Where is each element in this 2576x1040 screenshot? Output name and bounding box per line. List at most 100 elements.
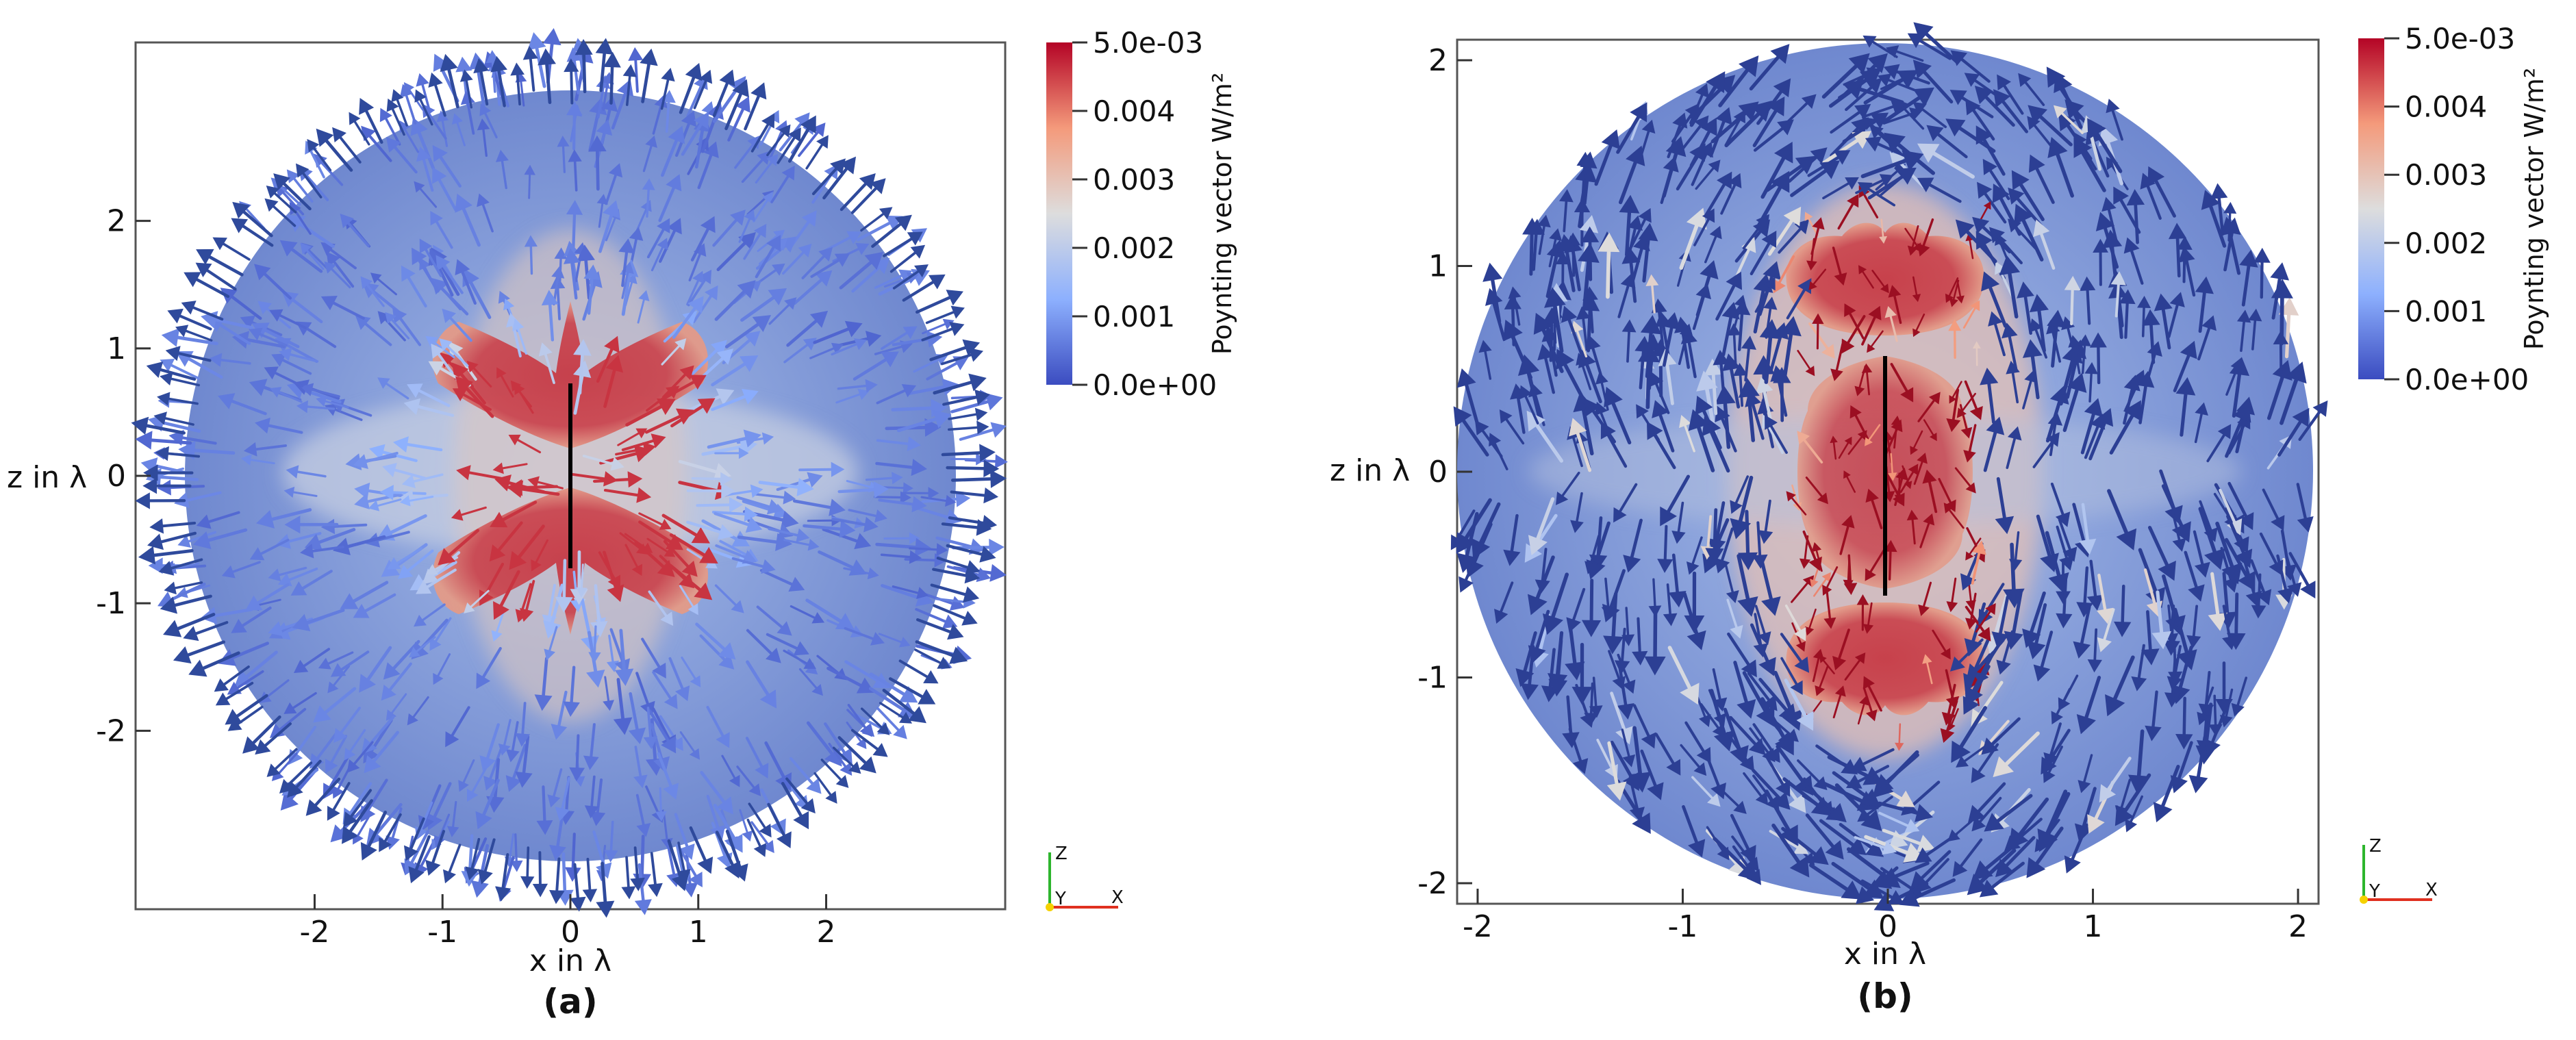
- poynting-arrow-a: [232, 201, 273, 238]
- poynting-arrow-b: [1912, 101, 1947, 129]
- poynting-arrow-a: [538, 48, 556, 104]
- poynting-arrow-a: [638, 512, 672, 530]
- poynting-arrow-b: [1965, 98, 1995, 141]
- poynting-arrow-b: [1765, 415, 1788, 454]
- poynting-arrow-b: [1759, 557, 1781, 616]
- poynting-arrow-a: [781, 782, 809, 830]
- poynting-arrow-b: [1906, 509, 1919, 545]
- poynting-arrow-a: [711, 355, 759, 387]
- poynting-arrow-a: [555, 559, 573, 613]
- poynting-arrow-a: [737, 533, 793, 551]
- poynting-arrow-b: [1904, 227, 1922, 253]
- poynting-arrow-a: [165, 346, 212, 362]
- poynting-arrow-b: [1706, 826, 1730, 861]
- poynting-arrow-a: [598, 551, 621, 589]
- poynting-arrow-a: [460, 90, 475, 135]
- poynting-arrow-a: [922, 318, 955, 335]
- x-tick-label-b: 2: [2288, 909, 2308, 944]
- poynting-arrow-a: [438, 529, 480, 566]
- poynting-arrow-a: [948, 407, 988, 421]
- poynting-arrow-a: [551, 690, 568, 740]
- poynting-arrow-a: [566, 101, 583, 151]
- poynting-arrow-a: [847, 704, 872, 737]
- poynting-arrow-b: [2231, 676, 2248, 717]
- poynting-arrow-a: [430, 210, 453, 249]
- poynting-arrow-a: [889, 244, 926, 273]
- poynting-arrow-a: [652, 671, 678, 709]
- poynting-arrow-a: [588, 625, 601, 663]
- poynting-arrow-b: [2114, 773, 2151, 826]
- triad-x-label: X: [2425, 880, 2438, 900]
- colorbar-ramp: [1046, 42, 1072, 385]
- poynting-arrow-b: [1715, 405, 1737, 453]
- poynting-arrow-a: [344, 728, 366, 761]
- poynting-arrow-b: [2222, 605, 2237, 650]
- poynting-arrow-b: [1863, 70, 1919, 105]
- poynting-arrow-a: [273, 173, 312, 211]
- poynting-arrow-a: [876, 707, 907, 739]
- poynting-arrow-b: [1910, 430, 1923, 455]
- poynting-arrow-b: [1993, 89, 2028, 134]
- poynting-arrow-a: [916, 618, 964, 640]
- poynting-arrow-a: [746, 629, 781, 663]
- poynting-arrow-b: [1662, 136, 1687, 198]
- poynting-arrow-a: [412, 247, 440, 293]
- poynting-arrow-b: [1603, 592, 1624, 655]
- poynting-arrow-a: [183, 621, 229, 642]
- poynting-arrow-b: [2022, 591, 2046, 648]
- poynting-arrow-b: [2131, 644, 2147, 692]
- poynting-arrow-a: [920, 494, 957, 507]
- poynting-arrow-a: [783, 338, 817, 364]
- poynting-arrow-b: [1456, 511, 1479, 573]
- poynting-arrow-b: [1784, 604, 1806, 642]
- x-tick-label-b: -1: [1668, 909, 1698, 944]
- poynting-arrow-b: [1823, 592, 1836, 629]
- poynting-arrow-b: [2250, 559, 2272, 606]
- poynting-arrow-a: [582, 857, 598, 902]
- poynting-arrow-b: [1797, 350, 1815, 377]
- poynting-arrow-a: [305, 777, 341, 816]
- poynting-arrow-b: [1865, 488, 1883, 529]
- poynting-arrow-a: [750, 821, 774, 853]
- poynting-arrow-a: [801, 247, 833, 279]
- poynting-arrow-b: [2225, 403, 2251, 458]
- poynting-arrow-a: [679, 585, 698, 616]
- poynting-arrow-b: [1756, 170, 1790, 229]
- poynting-arrow-b: [2088, 407, 2114, 461]
- poynting-arrow-a: [667, 839, 689, 891]
- poynting-arrow-a: [318, 651, 354, 670]
- poynting-arrow-a: [490, 55, 507, 107]
- poynting-arrow-a: [828, 742, 853, 776]
- poynting-arrow-a: [880, 550, 922, 564]
- poynting-arrow-b: [1662, 312, 1681, 367]
- poynting-arrow-a: [744, 82, 767, 131]
- poynting-arrow-b: [1891, 415, 1902, 449]
- poynting-arrow-a: [603, 676, 614, 711]
- poynting-arrow-a: [596, 861, 615, 918]
- poynting-arrow-a: [477, 118, 490, 157]
- poynting-arrow-b: [1558, 189, 1574, 233]
- poynting-arrow-b: [1991, 595, 2010, 649]
- poynting-arrow-b: [2033, 219, 2056, 270]
- poynting-arrow-b: [1878, 801, 1934, 822]
- poynting-arrow-a: [296, 400, 336, 414]
- panel-b: -2 -1 0 1 2 2 1 0 -1 -2 x in λ z in λ (b): [1330, 22, 2328, 1016]
- poynting-arrow-b: [1810, 217, 1825, 255]
- poynting-arrow-a: [349, 112, 370, 146]
- poynting-arrow-b: [1767, 206, 1802, 256]
- poynting-arrow-a: [231, 218, 274, 247]
- poynting-arrow-b: [1815, 665, 1829, 696]
- poynting-arrow-b: [1763, 296, 1778, 339]
- poynting-arrow-b: [1632, 617, 1648, 665]
- poynting-arrow-a: [270, 387, 303, 403]
- poynting-arrow-b: [2153, 765, 2180, 823]
- poynting-arrow-b: [2223, 217, 2241, 272]
- poynting-arrow-a: [668, 657, 690, 702]
- poynting-arrow-a: [929, 339, 981, 362]
- poynting-arrow-a: [538, 342, 555, 384]
- poynting-arrow-a: [661, 338, 687, 366]
- poynting-arrow-b: [1855, 174, 1894, 194]
- poynting-arrow-b: [1713, 349, 1730, 401]
- poynting-arrow-a: [876, 436, 921, 451]
- poynting-arrow-b: [1730, 813, 1756, 863]
